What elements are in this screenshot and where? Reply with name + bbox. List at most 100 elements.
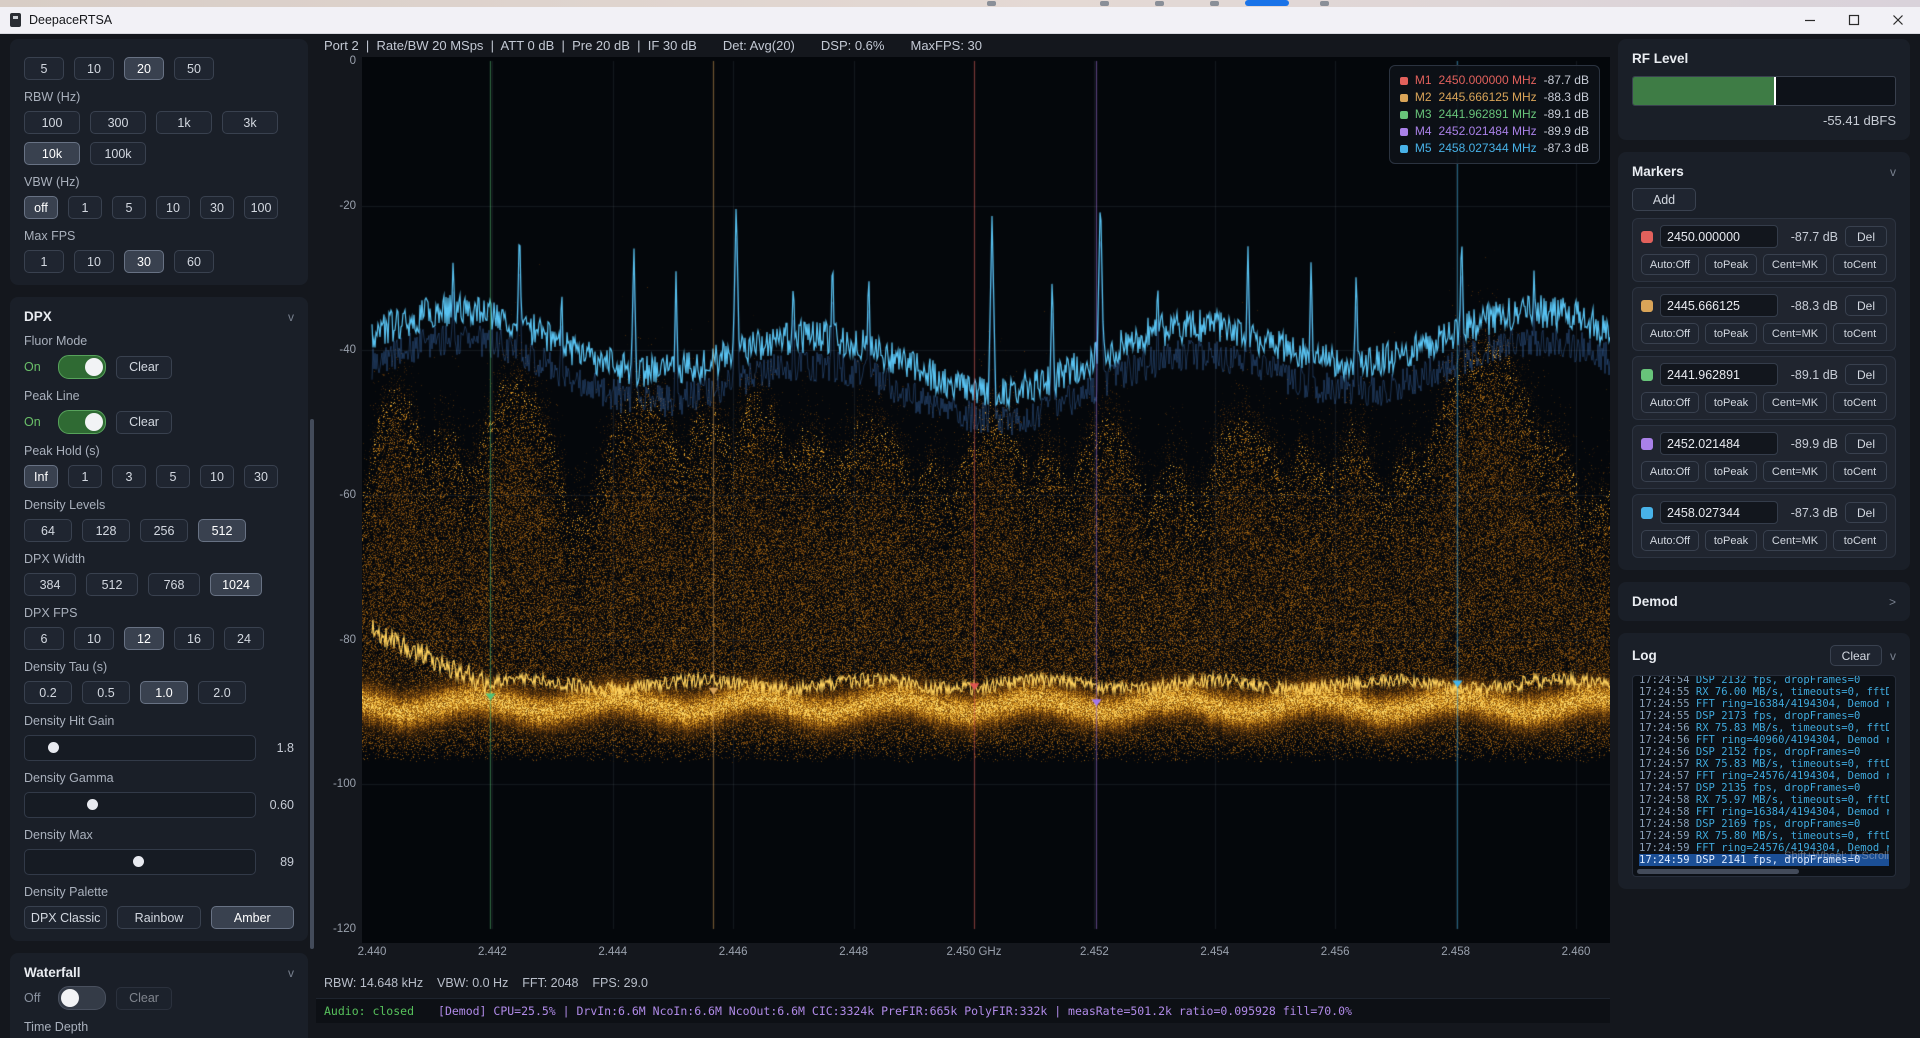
marker-frequency-input[interactable]	[1660, 501, 1778, 524]
chevron-down-icon[interactable]: v	[288, 310, 294, 324]
peak-hold-option[interactable]: 5	[156, 465, 190, 488]
fluor-clear-button[interactable]: Clear	[116, 356, 172, 379]
density-tau-option[interactable]: 0.5	[82, 681, 130, 704]
span-option[interactable]: 10	[74, 57, 114, 80]
delete-marker-button[interactable]: Del	[1845, 433, 1887, 454]
dpx-fps-option[interactable]: 10	[74, 627, 114, 650]
marker-center-button[interactable]: Cent=MK	[1763, 323, 1827, 344]
log-clear-button[interactable]: Clear	[1830, 645, 1882, 666]
fluor-mode-toggle[interactable]	[58, 355, 106, 379]
marker-topeak-button[interactable]: toPeak	[1705, 392, 1757, 413]
maxfps-option[interactable]: 1	[24, 250, 64, 273]
dpx-fps-option[interactable]: 12	[124, 627, 164, 650]
dpx-width-option[interactable]: 1024	[210, 573, 262, 596]
maxfps-option[interactable]: 10	[74, 250, 114, 273]
maximize-button[interactable]	[1832, 7, 1876, 33]
marker-tocent-button[interactable]: toCent	[1833, 461, 1887, 482]
dpx-width-option[interactable]: 512	[86, 573, 138, 596]
dpx-width-option[interactable]: 768	[148, 573, 200, 596]
marker-center-button[interactable]: Cent=MK	[1763, 254, 1827, 275]
marker-tocent-button[interactable]: toCent	[1833, 254, 1887, 275]
density-max-slider[interactable]	[24, 849, 256, 875]
marker-center-button[interactable]: Cent=MK	[1763, 461, 1827, 482]
spectrum-canvas[interactable]	[362, 57, 1610, 943]
rbw-option[interactable]: 1k	[156, 111, 212, 134]
marker-tocent-button[interactable]: toCent	[1833, 392, 1887, 413]
waterfall-toggle[interactable]	[58, 986, 106, 1010]
palette-option[interactable]: Amber	[211, 906, 294, 929]
vbw-option[interactable]: 1	[68, 196, 102, 219]
gamma-slider[interactable]	[24, 792, 256, 818]
maxfps-option[interactable]: 60	[174, 250, 214, 273]
vbw-option[interactable]: 10	[156, 196, 190, 219]
marker-color-swatch[interactable]	[1641, 231, 1653, 243]
marker-auto-button[interactable]: Auto:Off	[1641, 392, 1699, 413]
density-tau-option[interactable]: 2.0	[198, 681, 246, 704]
marker-color-swatch[interactable]	[1641, 438, 1653, 450]
vbw-option[interactable]: 5	[112, 196, 146, 219]
log-output[interactable]: 17:24:54 DSP 2132 fps, dropFrames=0 17:2…	[1632, 675, 1896, 877]
marker-frequency-input[interactable]	[1660, 225, 1778, 248]
minimize-button[interactable]	[1788, 7, 1832, 33]
rbw-option[interactable]: 3k	[222, 111, 278, 134]
waterfall-clear-button[interactable]: Clear	[116, 987, 172, 1010]
peak-hold-option[interactable]: 10	[200, 465, 234, 488]
peak-hold-option[interactable]: 3	[112, 465, 146, 488]
marker-tocent-button[interactable]: toCent	[1833, 530, 1887, 551]
chevron-down-icon[interactable]: v	[1890, 649, 1896, 663]
close-button[interactable]	[1876, 7, 1920, 33]
peak-hold-option[interactable]: 1	[68, 465, 102, 488]
marker-topeak-button[interactable]: toPeak	[1705, 254, 1757, 275]
marker-auto-button[interactable]: Auto:Off	[1641, 323, 1699, 344]
delete-marker-button[interactable]: Del	[1845, 364, 1887, 385]
vbw-option[interactable]: off	[24, 196, 58, 219]
marker-topeak-button[interactable]: toPeak	[1705, 323, 1757, 344]
marker-frequency-input[interactable]	[1660, 294, 1778, 317]
marker-topeak-button[interactable]: toPeak	[1705, 461, 1757, 482]
dpx-fps-option[interactable]: 24	[224, 627, 264, 650]
log-horizontal-scrollbar[interactable]	[1637, 869, 1799, 874]
sidebar-scrollbar[interactable]	[310, 419, 314, 949]
peak-line-toggle[interactable]	[58, 410, 106, 434]
marker-color-swatch[interactable]	[1641, 369, 1653, 381]
palette-option[interactable]: DPX Classic	[24, 906, 107, 929]
dpx-fps-option[interactable]: 6	[24, 627, 64, 650]
delete-marker-button[interactable]: Del	[1845, 226, 1887, 247]
vbw-option[interactable]: 30	[200, 196, 234, 219]
slider-knob[interactable]	[133, 856, 144, 867]
marker-auto-button[interactable]: Auto:Off	[1641, 254, 1699, 275]
marker-auto-button[interactable]: Auto:Off	[1641, 461, 1699, 482]
density-levels-option[interactable]: 256	[140, 519, 188, 542]
palette-option[interactable]: Rainbow	[117, 906, 200, 929]
rbw-option[interactable]: 100	[24, 111, 80, 134]
chevron-right-icon[interactable]: >	[1889, 595, 1896, 609]
marker-tocent-button[interactable]: toCent	[1833, 323, 1887, 344]
slider-knob[interactable]	[48, 742, 59, 753]
peak-hold-option[interactable]: 30	[244, 465, 278, 488]
density-levels-option[interactable]: 512	[198, 519, 246, 542]
peak-line-clear-button[interactable]: Clear	[116, 411, 172, 434]
delete-marker-button[interactable]: Del	[1845, 502, 1887, 523]
rbw-option[interactable]: 10k	[24, 142, 80, 165]
marker-frequency-input[interactable]	[1660, 432, 1778, 455]
chevron-down-icon[interactable]: v	[288, 966, 294, 980]
marker-auto-button[interactable]: Auto:Off	[1641, 530, 1699, 551]
density-levels-option[interactable]: 128	[82, 519, 130, 542]
marker-color-swatch[interactable]	[1641, 507, 1653, 519]
vbw-option[interactable]: 100	[244, 196, 278, 219]
chevron-down-icon[interactable]: v	[1890, 165, 1896, 179]
marker-color-swatch[interactable]	[1641, 300, 1653, 312]
marker-topeak-button[interactable]: toPeak	[1705, 530, 1757, 551]
marker-center-button[interactable]: Cent=MK	[1763, 530, 1827, 551]
hit-gain-slider[interactable]	[24, 735, 256, 761]
span-option[interactable]: 20	[124, 57, 164, 80]
dpx-fps-option[interactable]: 16	[174, 627, 214, 650]
dpx-width-option[interactable]: 384	[24, 573, 76, 596]
peak-hold-option[interactable]: Inf	[24, 465, 58, 488]
marker-center-button[interactable]: Cent=MK	[1763, 392, 1827, 413]
density-tau-option[interactable]: 0.2	[24, 681, 72, 704]
rbw-option[interactable]: 300	[90, 111, 146, 134]
delete-marker-button[interactable]: Del	[1845, 295, 1887, 316]
density-tau-option[interactable]: 1.0	[140, 681, 188, 704]
marker-frequency-input[interactable]	[1660, 363, 1778, 386]
